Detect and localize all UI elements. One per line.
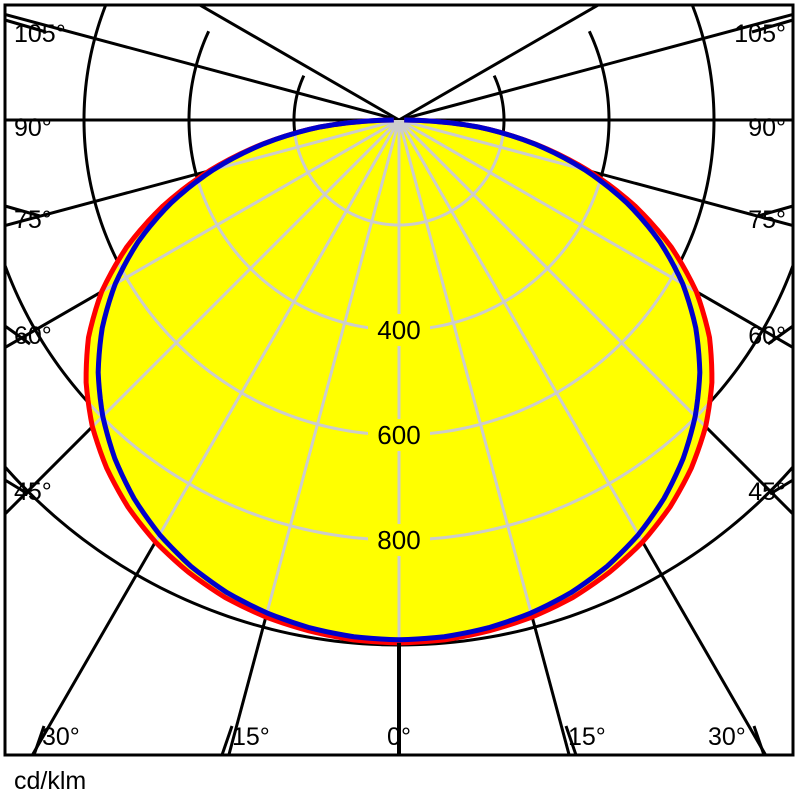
radial-label-400: 400 bbox=[377, 315, 420, 345]
inner-grid-spoke-75 bbox=[398, 120, 712, 355]
inner-grid-spoke--15 bbox=[164, 120, 401, 643]
curve-c0-c180 bbox=[95, 117, 703, 643]
tick-bottom-right-30 bbox=[752, 725, 766, 756]
unit-label: cd/klm bbox=[14, 767, 86, 795]
tick-right-75 bbox=[757, 204, 794, 218]
radial-label-backing-800 bbox=[368, 524, 430, 556]
grid-spoke-120 bbox=[398, 5, 602, 122]
angle-label-left-15: 15° bbox=[232, 723, 270, 751]
radial-label-600: 600 bbox=[377, 420, 420, 450]
inner-grid-spoke--30 bbox=[86, 120, 401, 643]
inner-grid-spoke--75 bbox=[86, 120, 400, 355]
angle-label-right-30: 30° bbox=[708, 723, 746, 751]
inner-grid-spoke--60 bbox=[86, 120, 400, 572]
inner-grid-spoke-60 bbox=[398, 120, 712, 572]
angle-label-right-90: 90° bbox=[748, 114, 786, 142]
inner-grid-spoke-45 bbox=[397, 120, 712, 643]
tick-left-75 bbox=[4, 204, 41, 218]
angle-label-left-45: 45° bbox=[14, 478, 52, 506]
tick-bottom-left-30 bbox=[32, 725, 46, 756]
grid-spoke--120 bbox=[196, 5, 400, 122]
grid-spoke-105 bbox=[398, 12, 793, 122]
tick-bottom-left-15 bbox=[220, 725, 234, 756]
inner-grid-spoke--45 bbox=[86, 120, 401, 643]
tick-right-60 bbox=[767, 324, 794, 346]
tick-bottom-right-15 bbox=[564, 725, 578, 756]
tick-right-45 bbox=[769, 478, 794, 496]
angle-tick-labels: 45°60°75°90°105°45°60°75°90°105°30° 15° 0°… bbox=[4, 18, 794, 756]
inner-grid-spoke-15 bbox=[397, 120, 634, 643]
angle-label-left-30: 30° bbox=[42, 723, 80, 751]
tick-left-60 bbox=[4, 324, 31, 346]
chart-frame bbox=[3, 3, 795, 757]
angle-label-left-90: 90° bbox=[14, 114, 52, 142]
radial-label-backing-400 bbox=[368, 314, 430, 346]
radial-label-800: 800 bbox=[377, 525, 420, 555]
angle-label-right-45: 45° bbox=[748, 478, 786, 506]
radial-label-backing-600 bbox=[368, 419, 430, 451]
radial-value-labels: 400 600 800 bbox=[368, 314, 430, 556]
tick-left-105 bbox=[4, 18, 47, 34]
inner-grid-spoke-30 bbox=[397, 120, 712, 643]
angle-label-bottom-0: 0° bbox=[387, 723, 411, 751]
tick-right-105 bbox=[751, 18, 794, 34]
grid-spoke--105 bbox=[5, 12, 400, 122]
tick-left-45 bbox=[4, 478, 29, 496]
